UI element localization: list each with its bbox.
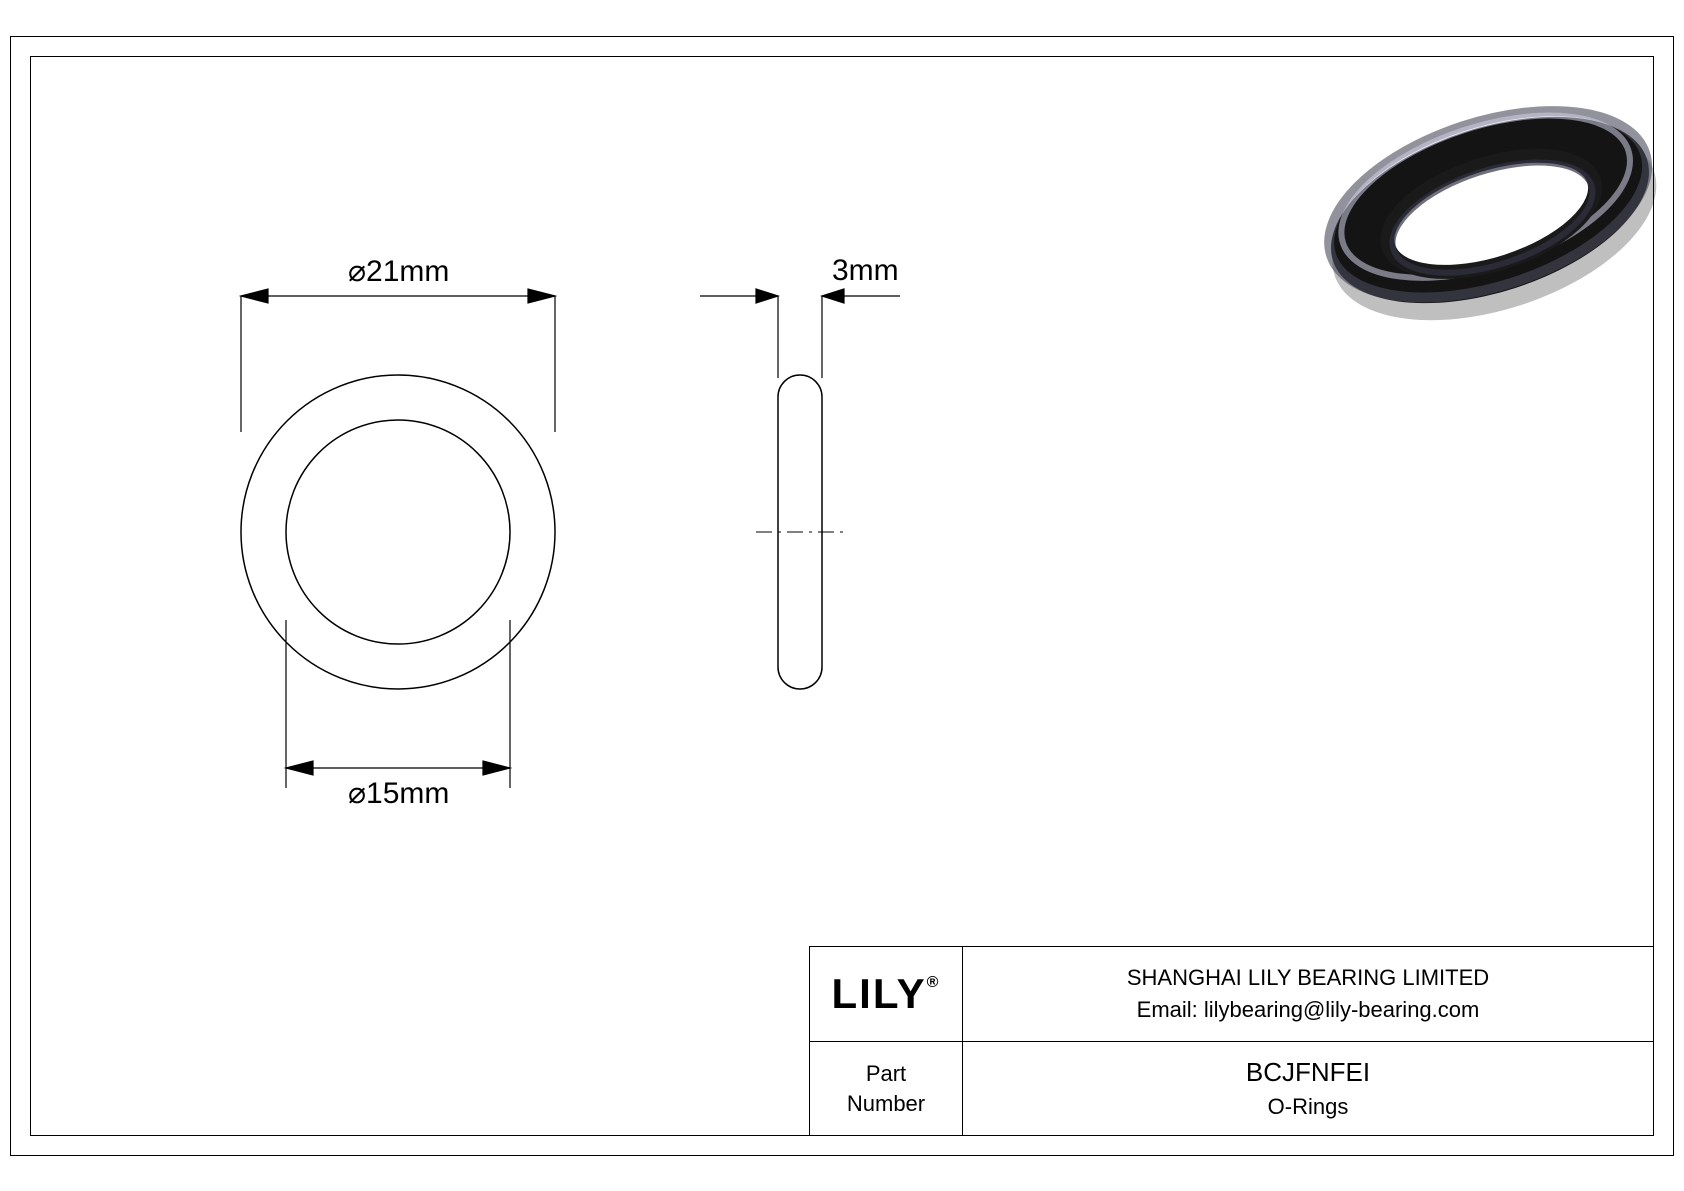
brand-registered-icon: ®: [927, 974, 941, 991]
partnum-label-line2: Number: [847, 1089, 925, 1119]
titleblock-partnum-label-cell: Part Number: [809, 1041, 963, 1136]
part-number: BCJFNFEI: [1246, 1054, 1370, 1092]
company-name: SHANGHAI LILY BEARING LIMITED: [1127, 962, 1489, 994]
side-view: [700, 289, 900, 689]
partnum-label-line1: Part: [866, 1059, 906, 1089]
titleblock-partnum-cell: BCJFNFEI O-Rings: [962, 1041, 1654, 1136]
id-dimension-label: ⌀15mm: [348, 776, 449, 811]
titleblock-company-cell: SHANGHAI LILY BEARING LIMITED Email: lil…: [962, 946, 1654, 1042]
company-email: Email: lilybearing@lily-bearing.com: [1137, 994, 1480, 1026]
od-dimension-label: ⌀21mm: [348, 254, 449, 289]
id-dimension: [286, 620, 510, 788]
od-dimension: [241, 289, 555, 432]
brand-logo-text: LILY®: [832, 970, 941, 1018]
brand-name: LILY: [832, 970, 927, 1017]
front-view-outer-circle: [241, 375, 555, 689]
front-view-inner-circle: [286, 420, 510, 644]
titleblock-brand-cell: LILY®: [809, 946, 963, 1042]
titleblock: LILY® SHANGHAI LILY BEARING LIMITED Emai…: [809, 946, 1654, 1136]
thickness-dimension-label: 3mm: [832, 254, 899, 288]
front-view: [241, 289, 555, 788]
thickness-dimension: [700, 289, 900, 378]
part-description: O-Rings: [1268, 1091, 1349, 1123]
oring-3d-render: [1303, 74, 1681, 357]
